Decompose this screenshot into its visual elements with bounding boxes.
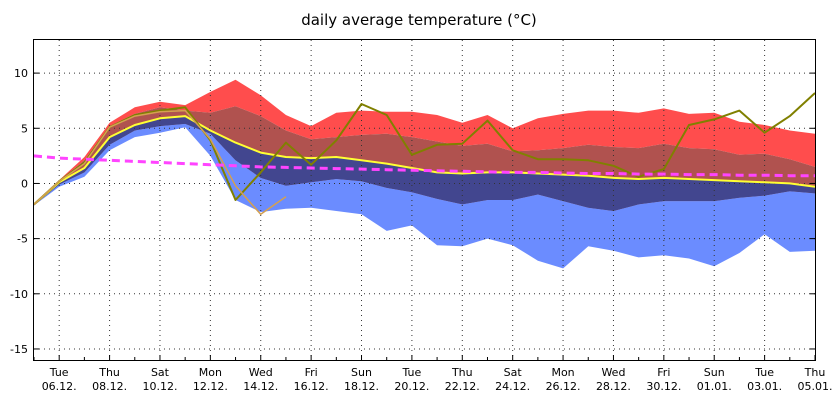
- band-upper-max: [34, 79, 815, 206]
- y-tick-label: 10: [14, 67, 28, 80]
- x-tick-day: Thu: [451, 366, 473, 379]
- x-tick-date: 26.12.: [546, 380, 581, 393]
- chart-title: daily average temperature (°C): [301, 11, 537, 29]
- series-line-3: [33, 109, 287, 216]
- series-lines: [33, 92, 816, 216]
- x-tick-day: Wed: [601, 366, 625, 379]
- series-line-2: [33, 92, 816, 206]
- x-tick-day: Mon: [551, 366, 574, 379]
- x-tick-day: Fri: [657, 366, 670, 379]
- x-tick-date: 28.12.: [596, 380, 631, 393]
- x-tick-day: Mon: [199, 366, 222, 379]
- plot-frame: [33, 39, 816, 361]
- x-tick-date: 10.12.: [142, 380, 177, 393]
- x-tick-day: Thu: [804, 366, 826, 379]
- x-axis: Tue06.12.Thu08.12.Sat10.12.Mon12.12.Wed1…: [33, 355, 832, 393]
- x-tick-date: 20.12.: [394, 380, 429, 393]
- y-axis: 10 5 0 -5 -10 -15: [10, 67, 815, 356]
- x-tick-day: Tue: [754, 366, 774, 379]
- x-tick-day: Sun: [704, 366, 725, 379]
- x-tick-date: 22.12.: [445, 380, 480, 393]
- y-tick-label: -5: [17, 233, 28, 246]
- y-tick-label: -10: [10, 288, 28, 301]
- x-tick-date: 06.12.: [42, 380, 77, 393]
- x-tick-day: Tue: [402, 366, 422, 379]
- y-tick-label: -15: [10, 343, 28, 356]
- x-tick-day: Sun: [351, 366, 372, 379]
- x-tick-date: 05.01.: [798, 380, 832, 393]
- x-tick-day: Sat: [151, 366, 170, 379]
- x-tick-day: Tue: [49, 366, 69, 379]
- x-tick-day: Sat: [504, 366, 523, 379]
- x-tick-date: 18.12.: [344, 380, 379, 393]
- y-tick-label: 5: [21, 122, 28, 135]
- x-tick-day: Thu: [98, 366, 120, 379]
- grid-lines: [34, 40, 815, 360]
- x-tick-date: 08.12.: [92, 380, 127, 393]
- x-tick-date: 12.12.: [193, 380, 228, 393]
- band-lower-min: [34, 123, 815, 269]
- x-tick-date: 03.01.: [747, 380, 782, 393]
- x-tick-day: Wed: [249, 366, 273, 379]
- x-tick-day: Fri: [305, 366, 318, 379]
- x-tick-date: 01.01.: [697, 380, 732, 393]
- x-tick-date: 30.12.: [646, 380, 681, 393]
- x-tick-date: 16.12.: [294, 380, 329, 393]
- y-tick-label: 0: [21, 177, 28, 190]
- x-tick-date: 14.12.: [243, 380, 278, 393]
- x-tick-date: 24.12.: [495, 380, 530, 393]
- series-line-4: [33, 154, 815, 178]
